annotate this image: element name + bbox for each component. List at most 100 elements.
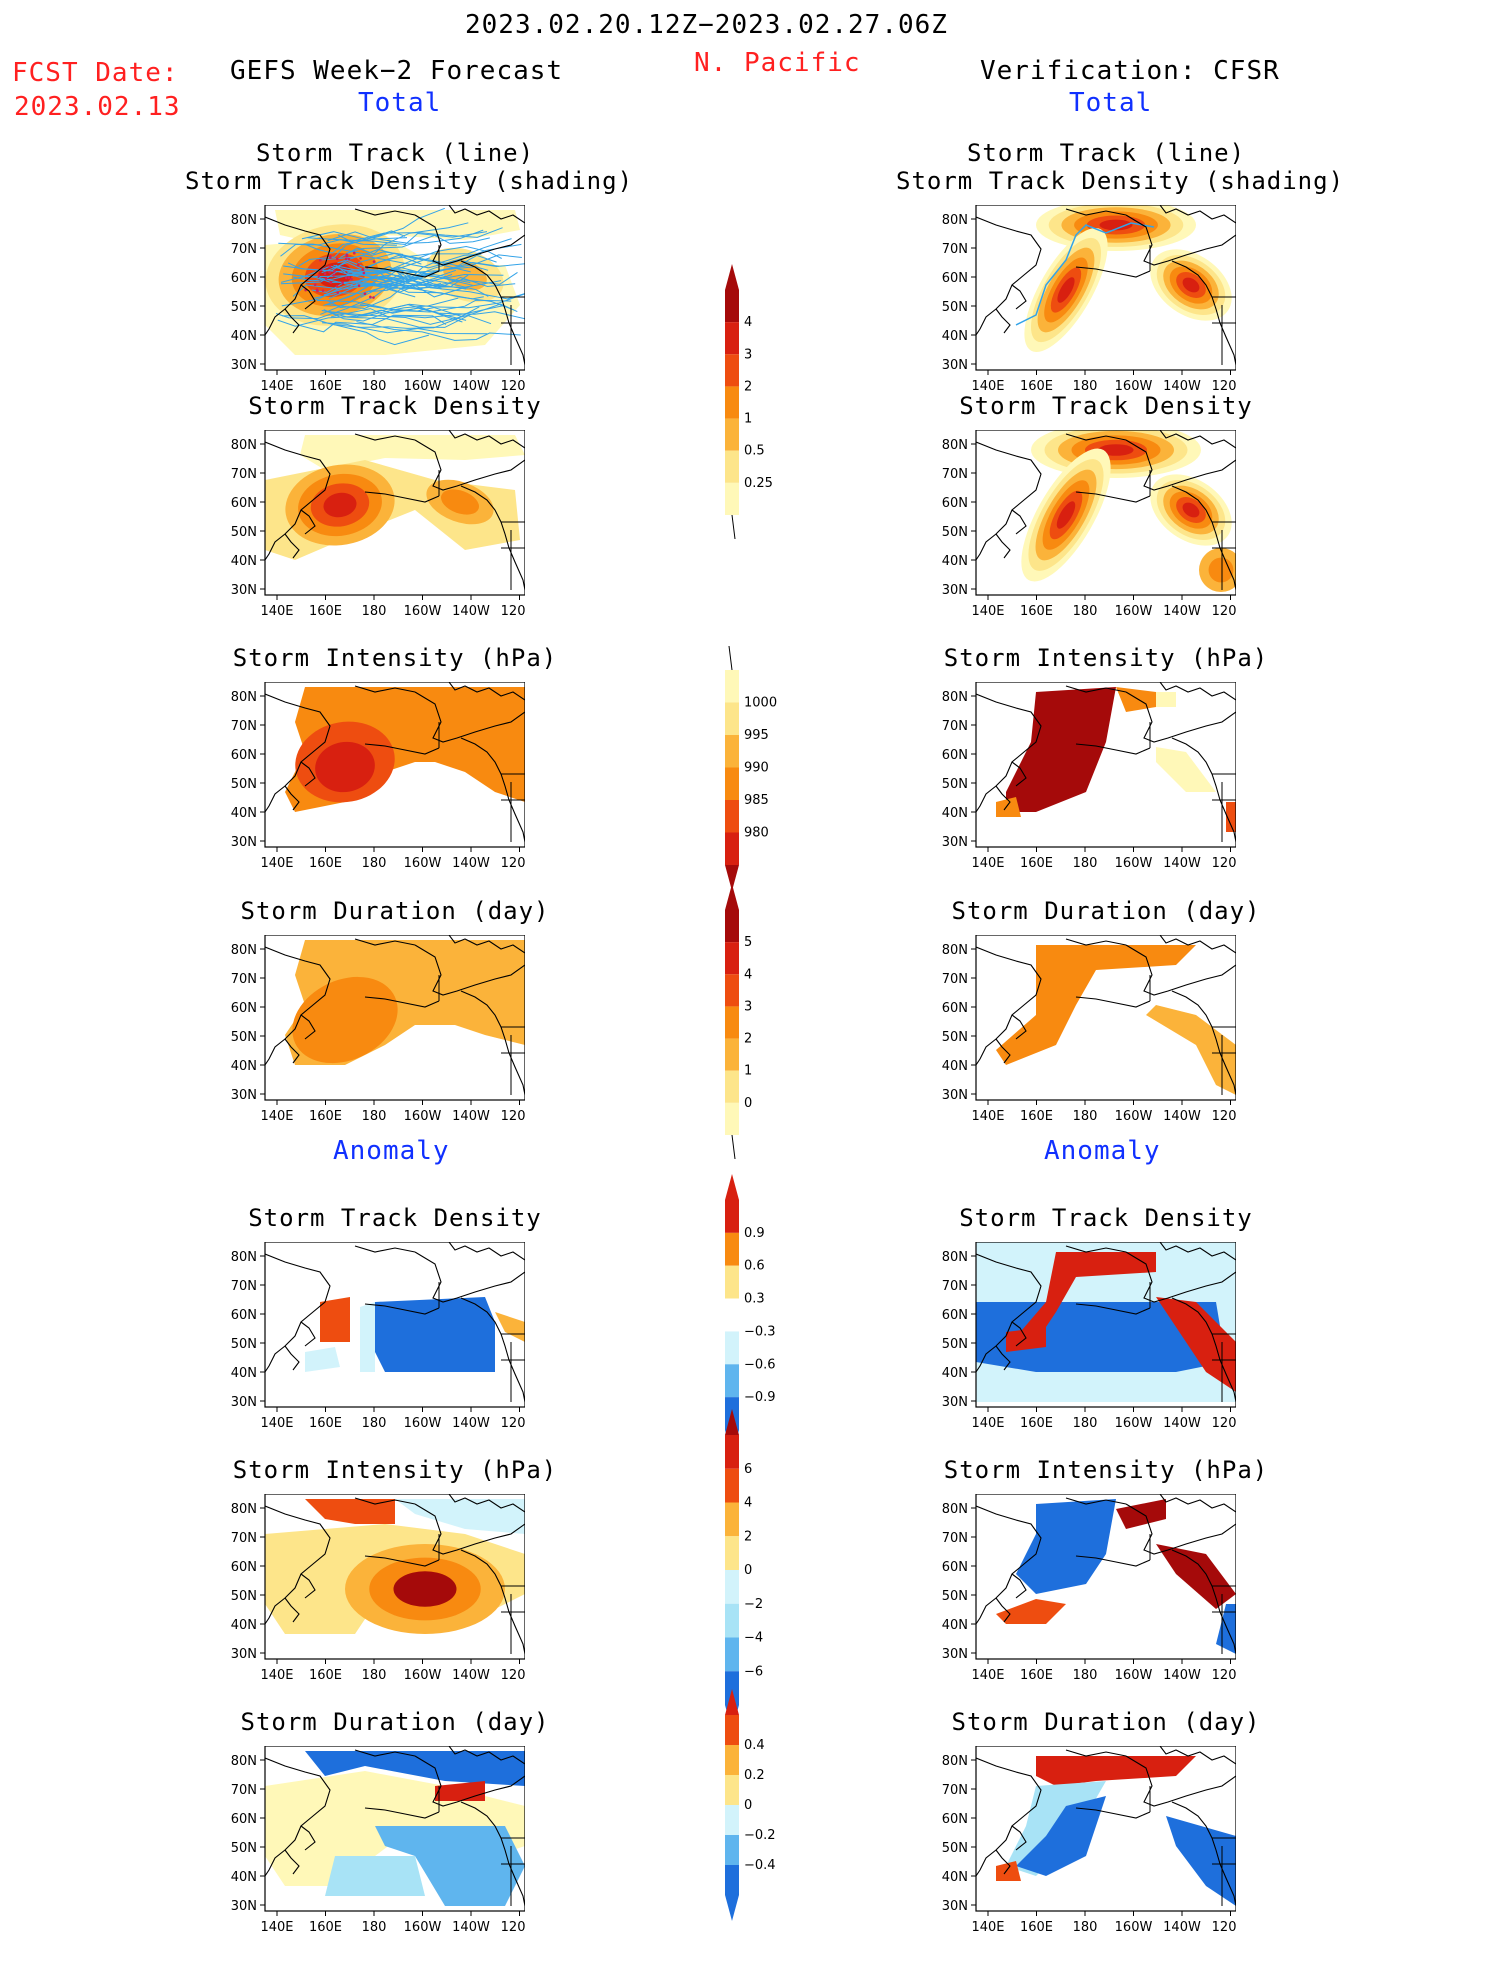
lat-tick-label: 50N [942,1589,968,1604]
lon-tick-label: 160W [1115,856,1153,871]
colorbar-label: 6 [744,1462,752,1477]
colorbar-segment [725,451,739,483]
map-plot: 80N 70N 60N 50N 40N 30N140E 160E 180 160W 140W 120… [896,1242,1236,1457]
lat-tick-label: 50N [231,1030,257,1045]
genesis-point [317,274,320,277]
date-range-title: 2023.02.20.12Z−2023.02.27.06Z [465,10,948,40]
lat-tick-label: 70N [231,242,257,257]
lon-tick-label: 160E [309,1416,342,1431]
map-plot: 80N 70N 60N 50N 40N 30N140E 160E 180 160W 140W 120… [185,1746,525,1961]
lon-tick-label: 180 [362,1920,387,1935]
lon-tick-label: 160W [404,856,442,871]
lon-tick-label: 120W [501,1416,525,1431]
fcst-label: FCST Date: [12,58,179,88]
lon-tick-label: 180 [362,856,387,871]
lon-tick-label: 160W [1115,604,1153,619]
lat-tick-label: 80N [231,213,257,228]
genesis-point [350,278,353,281]
map-plot: 80N 70N 60N 50N 40N 30N140E 160E 180 160W 140W 120… [185,1242,525,1457]
colorbar-label: 3 [744,999,752,1014]
lon-tick-label: 120W [501,1109,525,1124]
lat-tick-label: 30N [942,358,968,373]
lon-tick-label: 120W [501,856,525,871]
colorbar-segment [725,419,739,451]
shade-region [1036,1756,1196,1786]
coastline [1076,997,1150,1007]
map-plot: 80N 70N 60N 50N 40N 30N140E 160E 180 160W 140W 120… [896,1746,1236,1961]
genesis-point [336,291,339,294]
colorbar-segment [725,800,739,833]
shade-region [996,945,1196,1065]
colorbar-segment [725,386,739,418]
density-colorbar: 43210.50.25 [715,260,805,545]
lon-tick-label: 180 [362,1416,387,1431]
coastline [415,1252,525,1302]
lat-tick-label: 50N [231,777,257,792]
lat-tick-label: 60N [942,748,968,763]
colorbar-label: 0.4 [744,1738,765,1753]
lon-tick-label: 140W [452,1109,490,1124]
map-plot: 80N 70N 60N 50N 40N 30N140E 160E 180 160W 140W 120… [185,205,525,420]
colorbar-label: −0.6 [744,1357,776,1372]
panel-title: Storm Duration (day) [185,1708,605,1736]
right-total-label: Total [1069,88,1152,118]
colorbar-segment [725,354,739,386]
lon-tick-label: 140W [452,1416,490,1431]
coastline [1160,1494,1236,1512]
lat-tick-label: 50N [231,1841,257,1856]
shade-region [1156,692,1176,707]
genesis-point [328,271,331,274]
lat-tick-label: 60N [231,1308,257,1323]
colorbar-label: 4 [744,1496,752,1511]
lon-tick-label: 160W [404,1920,442,1935]
lat-tick-label: 70N [231,1531,257,1546]
panel-title: Storm Track Density [185,392,605,420]
colorbar-label: 1 [744,1064,752,1079]
colorbar-label: 4 [744,967,752,982]
lat-tick-label: 70N [942,719,968,734]
colorbar-segment [725,1469,739,1503]
lon-tick-label: 160W [404,1668,442,1683]
lat-tick-label: 80N [942,1502,968,1517]
colorbar-label: −0.9 [744,1390,776,1405]
genesis-point [324,272,327,275]
lat-tick-label: 50N [942,777,968,792]
colorbar-segment [725,1775,739,1805]
colorbar-label: 3 [744,347,752,362]
colorbar-segment [725,670,739,703]
colorbar-label: −6 [744,1664,763,1679]
genesis-point [330,281,333,284]
lat-tick-label: 40N [231,554,257,569]
colorbar-arrow [729,646,732,670]
lat-tick-label: 80N [231,438,257,453]
lon-tick-label: 140W [1163,856,1201,871]
genesis-point [336,285,339,288]
colorbar-label: 0 [744,1563,752,1578]
shade-region [305,1347,340,1372]
lat-tick-label: 30N [231,358,257,373]
lon-tick-label: 160E [1020,1668,1053,1683]
lon-tick-label: 160E [309,1668,342,1683]
lat-tick-label: 40N [942,1870,968,1885]
lat-tick-label: 80N [231,690,257,705]
lon-tick-label: 120W [501,1668,525,1683]
colorbar-segment [725,1865,739,1895]
lon-tick-label: 180 [1073,1668,1098,1683]
colorbar-arrow [725,884,739,910]
colorbar-segment [725,1039,739,1071]
coastline [1066,939,1126,945]
colorbar-arrow [725,1174,739,1200]
lat-tick-label: 40N [231,1366,257,1381]
genesis-point [314,283,317,286]
colorbar-label: 0 [744,1096,752,1111]
lat-tick-label: 60N [942,1560,968,1575]
lon-tick-label: 140E [971,604,1004,619]
lat-tick-label: 80N [942,1754,968,1769]
colorbar-segment [725,703,739,736]
lon-tick-label: 140E [260,856,293,871]
lon-tick-label: 160E [1020,856,1053,871]
lon-tick-label: 140W [1163,1109,1201,1124]
panel-title: Storm Duration (day) [896,1708,1316,1736]
lat-tick-label: 70N [942,467,968,482]
coastline [1066,1750,1126,1756]
